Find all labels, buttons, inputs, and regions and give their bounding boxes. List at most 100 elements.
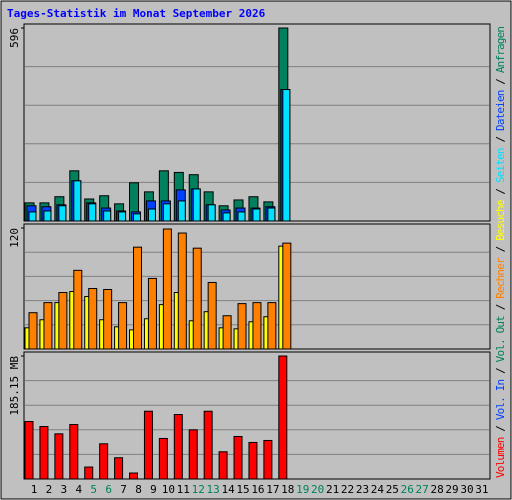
legend-entry: Anfragen — [494, 26, 507, 73]
bar — [28, 211, 37, 222]
x-tick-label: 1 — [31, 483, 38, 496]
chart-title: Tages-Statistik im Monat September 2026 — [7, 7, 266, 20]
bar — [237, 211, 246, 222]
legend-separator: / — [494, 240, 507, 258]
bar — [177, 232, 187, 350]
legend-separator: / — [494, 419, 507, 437]
bar — [73, 180, 82, 222]
legend-separator: / — [494, 361, 507, 379]
legend-entry: Vol. In — [494, 379, 507, 420]
legend-separator: / — [494, 298, 507, 316]
bar — [282, 242, 292, 350]
x-tick-label: 23 — [356, 483, 369, 496]
bar — [58, 205, 67, 222]
y-tick-label: 120 — [8, 228, 21, 248]
bar — [54, 433, 64, 480]
bar — [267, 302, 277, 350]
x-tick-label: 28 — [430, 483, 443, 496]
bar — [173, 414, 183, 480]
bar — [207, 204, 216, 222]
bar — [143, 410, 153, 480]
bar — [158, 437, 168, 480]
bar — [248, 441, 258, 480]
bar — [103, 210, 112, 222]
x-tick-label: 20 — [311, 483, 324, 496]
bar — [24, 421, 34, 480]
x-tick-label: 6 — [105, 483, 112, 496]
bar — [147, 208, 156, 222]
x-tick-label: 24 — [371, 483, 385, 496]
x-tick-label: 22 — [341, 483, 354, 496]
bar — [233, 435, 243, 480]
bar — [203, 410, 213, 480]
panel — [23, 23, 491, 222]
bar — [43, 302, 53, 350]
x-tick-label: 19 — [296, 483, 309, 496]
bar — [263, 439, 273, 480]
bar — [84, 466, 94, 480]
x-tick-label: 12 — [192, 483, 205, 496]
bar — [118, 302, 128, 350]
bar — [282, 89, 291, 222]
bar — [162, 203, 171, 222]
bar — [188, 429, 198, 480]
bar — [147, 277, 157, 350]
legend-separator: / — [494, 72, 507, 90]
legend-entry: Seiten — [494, 147, 507, 183]
x-tick-label: 25 — [386, 483, 399, 496]
bar — [58, 292, 68, 350]
x-tick-label: 18 — [281, 483, 294, 496]
bar — [162, 228, 172, 350]
x-tick-label: 27 — [416, 483, 429, 496]
bar — [114, 457, 124, 480]
x-tick-label: 30 — [460, 483, 473, 496]
bar — [218, 451, 228, 480]
bar — [88, 203, 97, 222]
legend-entry: Rechner — [494, 257, 507, 299]
bar — [267, 207, 276, 222]
x-tick-label: 16 — [251, 483, 264, 496]
bar — [177, 200, 186, 222]
legend-entry: Vol. Out — [494, 315, 507, 362]
y-tick-label: 185.15 MB — [8, 356, 21, 416]
x-tick-label: 2 — [46, 483, 53, 496]
x-tick-label: 21 — [326, 483, 339, 496]
bar — [73, 269, 83, 350]
bar — [88, 288, 98, 350]
bar — [133, 213, 142, 222]
bar — [222, 315, 232, 350]
bar — [278, 355, 288, 480]
x-tick-label: 3 — [61, 483, 68, 496]
legend-separator: / — [494, 130, 507, 148]
bar — [192, 188, 201, 222]
x-tick-label: 13 — [207, 483, 220, 496]
legend-entry: Besuche — [494, 200, 507, 241]
x-tick-label: 10 — [162, 483, 175, 496]
legend: Volumen / Vol. In / Vol. Out / Rechner /… — [494, 26, 507, 478]
x-tick-label: 15 — [236, 483, 249, 496]
bar — [222, 212, 231, 222]
legend-entry: Volumen — [494, 437, 507, 478]
x-tick-label: 29 — [445, 483, 458, 496]
bar — [28, 312, 38, 350]
x-tick-label: 31 — [475, 483, 488, 496]
x-tick-label: 9 — [150, 483, 157, 496]
bar — [129, 472, 139, 480]
x-tick-label: 7 — [120, 483, 127, 496]
x-tick-label: 11 — [177, 483, 190, 496]
bar — [207, 281, 217, 350]
bar — [69, 424, 79, 480]
x-tick-label: 8 — [135, 483, 142, 496]
bar — [252, 208, 261, 222]
bar — [99, 443, 109, 480]
bar — [118, 211, 127, 222]
bar — [192, 247, 202, 350]
x-tick-label: 4 — [75, 483, 82, 496]
legend-separator: / — [494, 182, 507, 200]
legend-entry: Dateien — [494, 90, 507, 131]
x-tick-label: 26 — [401, 483, 414, 496]
x-tick-label: 17 — [266, 483, 279, 496]
bar — [237, 303, 247, 350]
bar — [43, 210, 52, 222]
